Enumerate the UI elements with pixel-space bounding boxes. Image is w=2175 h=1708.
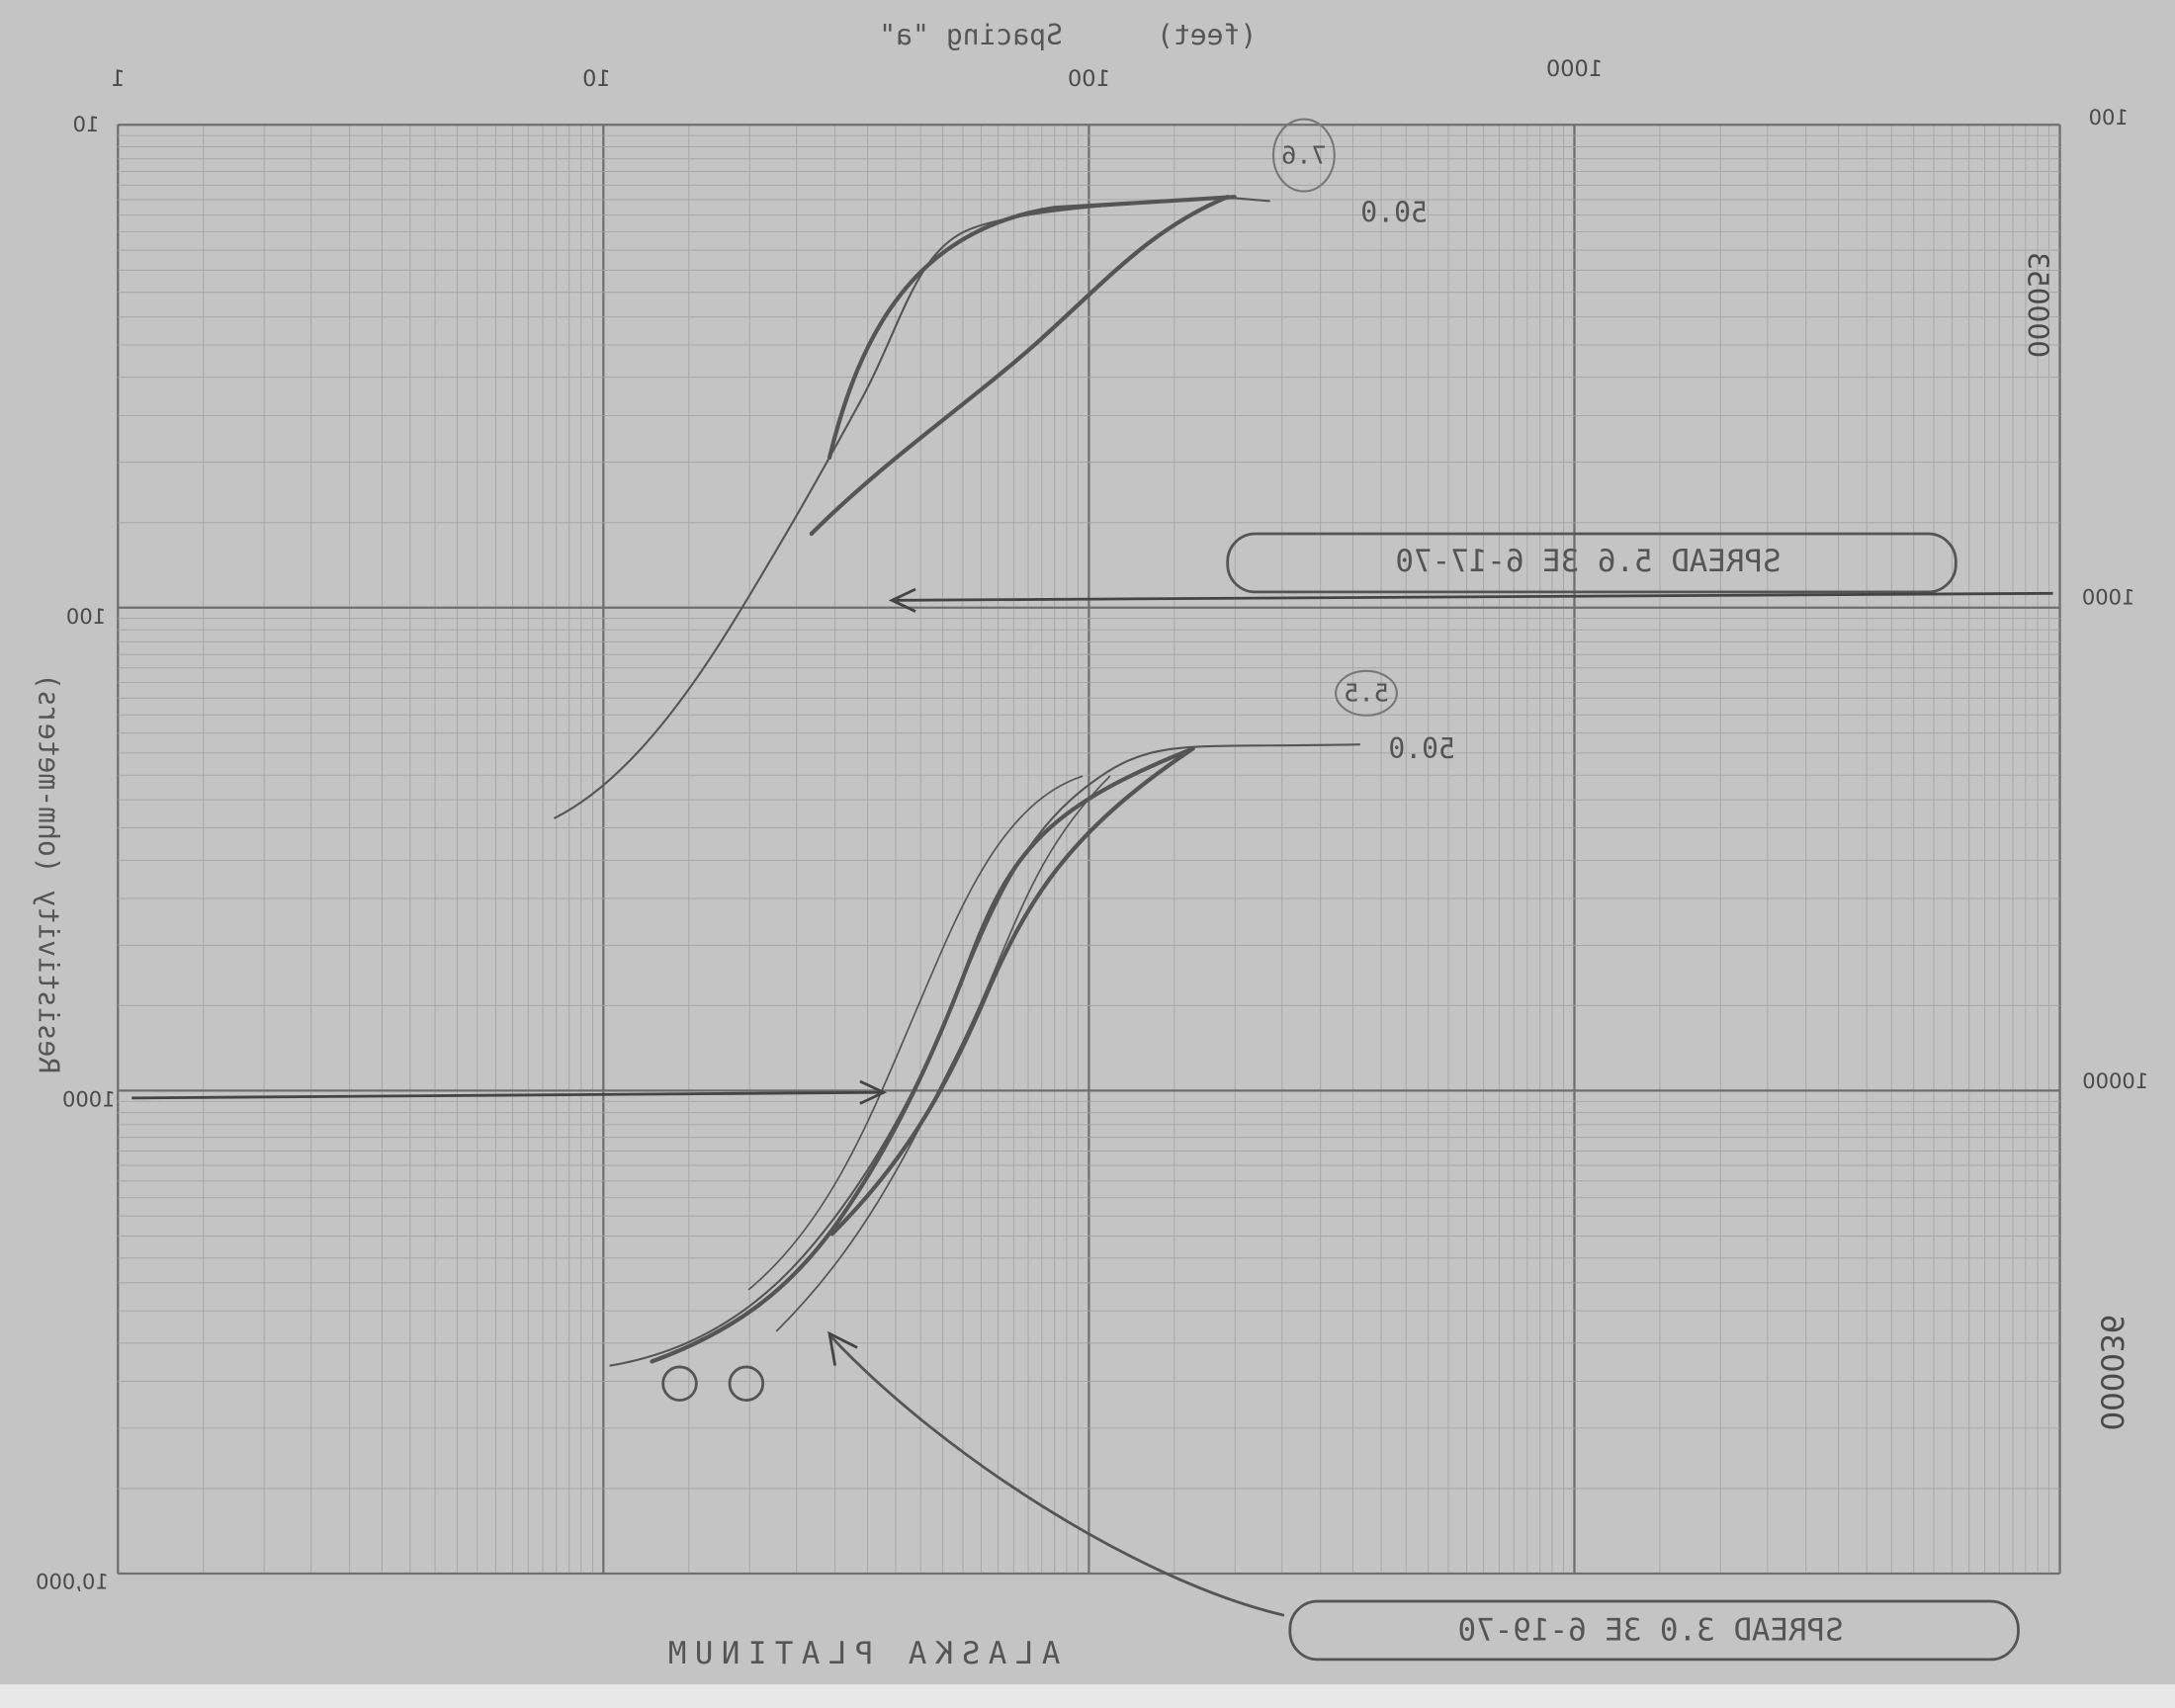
footer: ALASKA PLATINUM <box>659 1636 1060 1671</box>
tick-label: 100 <box>1068 66 1110 92</box>
y-axis-title: Resistivity (ohm-meters) <box>32 673 64 1073</box>
annotation: 50.0 <box>1388 732 1455 765</box>
annotation-circle <box>1271 118 1336 193</box>
tick-label: 10 <box>582 66 611 92</box>
axis-title: Spacing "a" <box>879 19 1063 51</box>
right-axis: 100 1000 10000 000053 000036 <box>2021 105 2148 1430</box>
tick-label: 10000 <box>2082 1068 2148 1093</box>
annotation: SPREAD 3.0 3E 6-19-70 <box>1458 1612 1844 1648</box>
top-axis: (feet) Spacing "a" 1 10 100 1000 <box>111 19 1603 92</box>
curve <box>809 195 1230 537</box>
annotation-oval <box>1288 1599 2020 1662</box>
tick-label: 1000 <box>62 1086 116 1111</box>
tick-label: 10 <box>73 112 100 136</box>
arrow <box>830 1336 1285 1617</box>
curves <box>131 195 2053 1617</box>
curve <box>826 195 1237 460</box>
marker <box>728 1365 765 1403</box>
curve <box>747 775 1084 1291</box>
tick-label: 1000 <box>2082 585 2135 610</box>
annotation: SPREAD 5.6 3E 6-17-70 <box>1395 544 1781 579</box>
annotation: 50.0 <box>1360 196 1428 228</box>
arrowhead <box>859 1079 888 1105</box>
tick-label: 1000 <box>1546 56 1603 82</box>
serial: 000036 <box>2094 1315 2130 1431</box>
curve <box>650 746 1195 1364</box>
curve <box>829 746 1195 1237</box>
arrowhead <box>827 1330 858 1366</box>
paper-edge <box>0 1684 2175 1708</box>
log-grid <box>117 124 2061 1576</box>
marker <box>661 1365 698 1403</box>
serial: 000053 <box>2021 252 2053 358</box>
arrowhead <box>888 587 916 613</box>
arrow <box>131 1090 881 1100</box>
tick-label: 1 <box>111 66 125 92</box>
curve <box>554 196 1270 819</box>
arrow <box>894 591 2053 602</box>
tick-label: 10,000 <box>36 1569 109 1593</box>
annotation: 5.5 <box>1344 679 1389 708</box>
curve <box>775 775 1111 1332</box>
annotation-circle <box>1335 669 1398 717</box>
units: (feet) <box>1157 19 1257 51</box>
annotations: SPREAD 5.6 3E 6-17-70 SPREAD 3.0 3E 6-19… <box>1226 118 2020 1662</box>
tick-label: 100 <box>2089 105 2129 129</box>
annotation: 7.6 <box>1281 141 1327 170</box>
tick-label: 100 <box>66 604 106 629</box>
left-axis: 10 100 1000 10,000 Resistivity (ohm-mete… <box>32 112 115 1593</box>
annotation-oval <box>1226 532 1958 594</box>
